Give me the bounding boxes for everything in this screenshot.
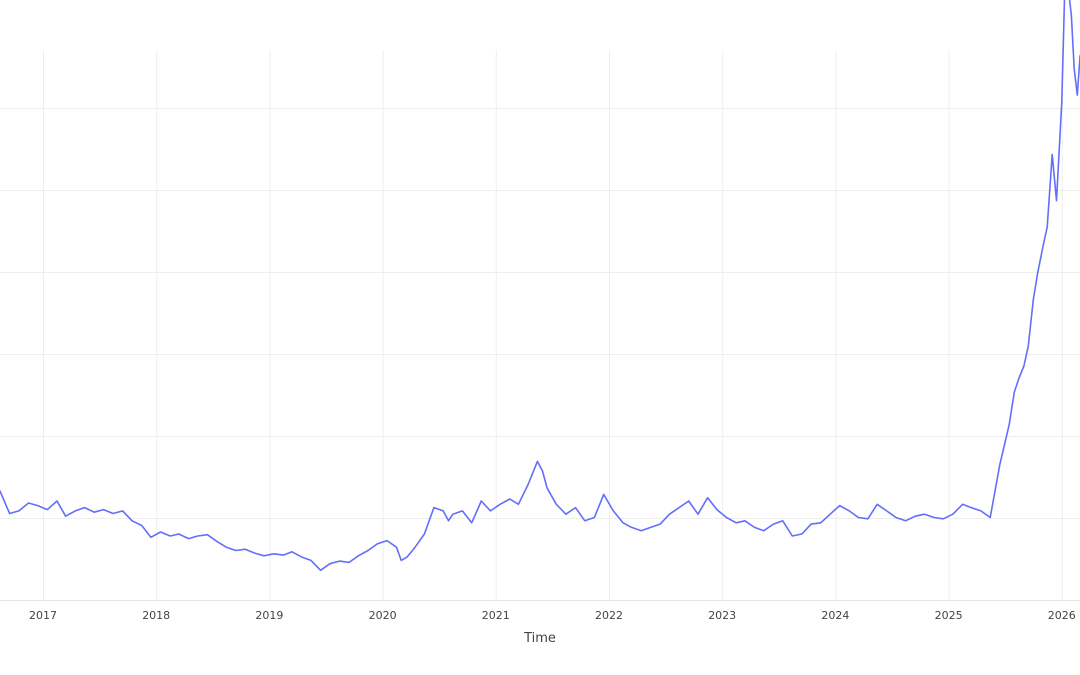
x-tick-label: 2017 [29,609,57,622]
x-gridlines [43,50,1063,600]
x-tick-label: 2019 [255,609,283,622]
x-tick-label: 2023 [708,609,736,622]
x-axis-title: Time [523,631,556,646]
x-tick-label: 2026 [1048,609,1076,622]
x-tick-label: 2025 [935,609,963,622]
x-tick-label: 2022 [595,609,623,622]
x-tick-label: 2018 [142,609,170,622]
x-tick-labels: 2017 2018 2019 2020 2021 2022 2023 2024 2025 2026 [29,609,1076,622]
x-tick-label: 2024 [821,609,849,622]
x-tick-label: 2021 [482,609,510,622]
x-tick-label: 2020 [369,609,397,622]
y-gridlines [0,108,1080,519]
series-line [0,0,1080,572]
